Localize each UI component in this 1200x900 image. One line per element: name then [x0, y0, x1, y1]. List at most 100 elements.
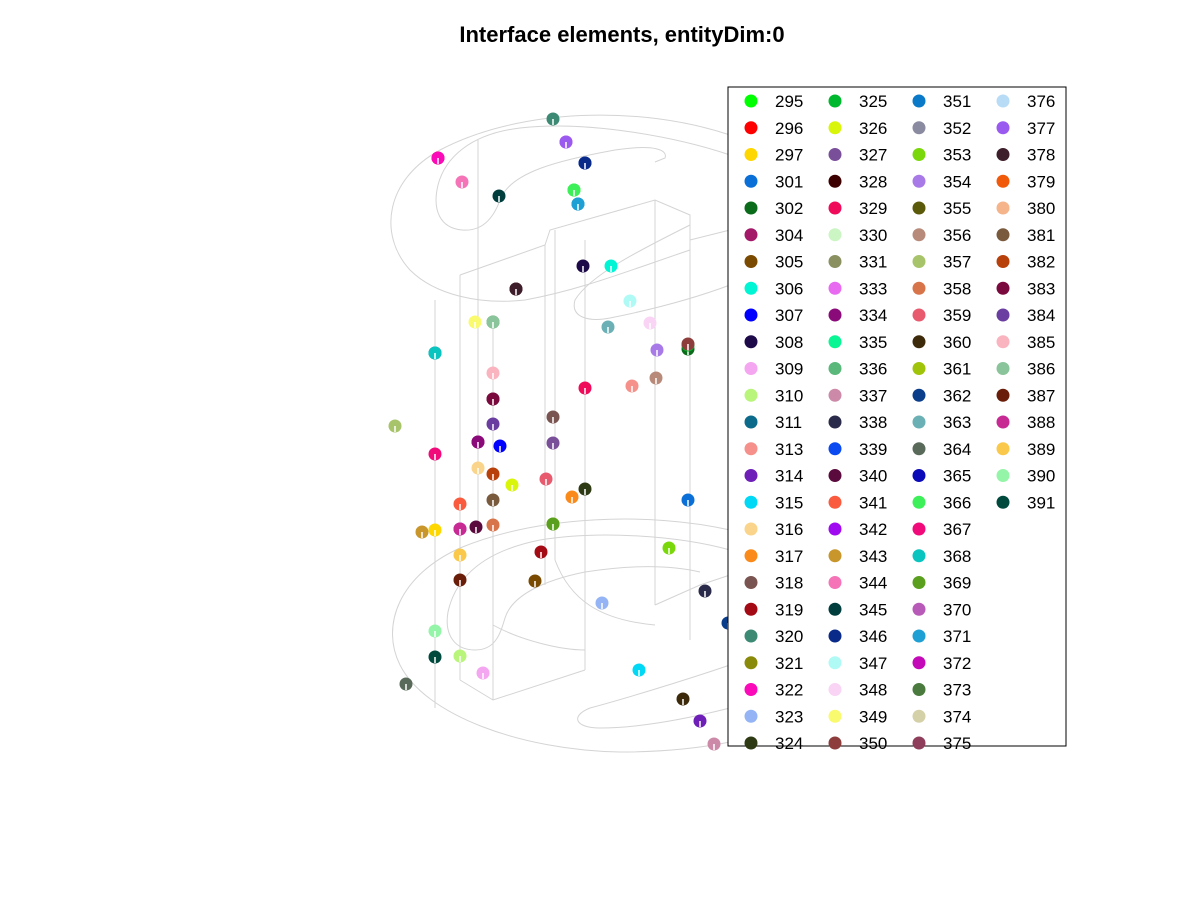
data-point — [428, 447, 442, 461]
data-point — [428, 523, 442, 537]
legend-label: 323 — [775, 707, 803, 726]
legend-label: 307 — [775, 306, 803, 325]
legend-entry: 385 — [996, 333, 1055, 352]
legend-label: 353 — [943, 146, 971, 165]
data-point — [476, 666, 490, 680]
legend-marker — [912, 736, 926, 750]
legend-label: 390 — [1027, 467, 1055, 486]
legend-entry: 375 — [912, 734, 971, 753]
legend-marker — [912, 629, 926, 643]
data-point — [415, 525, 429, 539]
legend-entry: 372 — [912, 654, 971, 673]
legend-entry: 390 — [996, 467, 1055, 486]
legend-label: 347 — [859, 654, 887, 673]
data-point — [595, 596, 609, 610]
legend-marker — [828, 228, 842, 242]
legend-label: 348 — [859, 681, 887, 700]
legend-entry: 329 — [828, 199, 887, 218]
data-point — [707, 737, 721, 751]
legend-marker — [996, 335, 1010, 349]
legend-marker — [912, 255, 926, 268]
legend-entry: 358 — [912, 279, 971, 298]
data-point — [565, 490, 579, 504]
legend-entry: 337 — [828, 386, 887, 405]
legend-entry: 364 — [912, 440, 971, 459]
legend-box — [727, 86, 1067, 747]
legend-label: 385 — [1027, 333, 1055, 352]
legend-marker — [912, 656, 926, 670]
legend-entry: 345 — [828, 600, 887, 619]
legend-marker — [912, 174, 926, 188]
data-point — [509, 282, 523, 296]
legend-marker — [912, 362, 926, 375]
legend-marker — [912, 602, 926, 616]
legend-entry: 347 — [828, 654, 887, 673]
legend-entry: 333 — [828, 279, 887, 298]
legend-entry: 331 — [828, 253, 887, 272]
data-point — [453, 497, 467, 511]
legend-marker — [912, 442, 926, 456]
legend-label: 359 — [943, 306, 971, 325]
legend-marker — [912, 388, 926, 402]
data-point — [528, 574, 542, 588]
legend-entry: 328 — [828, 172, 887, 191]
legend-label: 367 — [943, 520, 971, 539]
legend-marker — [996, 495, 1010, 509]
legend-marker — [744, 442, 758, 456]
legend-marker — [912, 495, 926, 509]
legend-marker — [912, 308, 926, 322]
legend-marker — [828, 549, 842, 563]
legend-label: 333 — [859, 279, 887, 298]
legend-entry: 356 — [912, 226, 971, 245]
legend-label: 386 — [1027, 360, 1055, 379]
legend-marker — [828, 335, 842, 349]
legend-entry: 381 — [996, 226, 1055, 245]
legend-entry: 353 — [912, 146, 971, 165]
legend-label: 383 — [1027, 279, 1055, 298]
legend-entry: 319 — [744, 600, 803, 619]
legend-entry: 388 — [996, 413, 1055, 432]
legend-label: 371 — [943, 627, 971, 646]
chart-title: Interface elements, entityDim:0 — [459, 22, 784, 47]
legend-marker — [912, 683, 926, 696]
legend-marker — [744, 255, 758, 268]
legend-entry: 316 — [744, 520, 803, 539]
legend-marker — [744, 94, 758, 108]
legend-marker — [744, 201, 758, 215]
data-point — [539, 472, 553, 486]
legend-marker — [744, 629, 758, 643]
legend-marker — [744, 388, 758, 402]
legend-label: 357 — [943, 253, 971, 272]
legend-entry: 343 — [828, 547, 887, 566]
legend-marker — [828, 362, 842, 375]
legend-entry: 360 — [912, 333, 971, 352]
legend-marker — [912, 228, 926, 242]
legend: 295 296 297 301 302 304 305 306 307 308 309 310 311 3… — [727, 86, 1067, 753]
legend-marker — [828, 602, 842, 616]
legend-label: 376 — [1027, 92, 1055, 111]
legend-marker — [828, 736, 842, 750]
legend-marker — [912, 522, 926, 536]
legend-label: 363 — [943, 413, 971, 432]
legend-label: 362 — [943, 386, 971, 405]
legend-marker — [996, 442, 1010, 456]
legend-entry: 376 — [996, 92, 1055, 111]
legend-marker — [828, 255, 842, 268]
legend-entry: 310 — [744, 386, 803, 405]
legend-entry: 320 — [744, 627, 803, 646]
legend-marker — [744, 495, 758, 509]
legend-entry: 330 — [828, 226, 887, 245]
legend-label: 327 — [859, 146, 887, 165]
legend-entry: 306 — [744, 279, 803, 298]
data-point — [604, 259, 618, 273]
data-point — [650, 343, 664, 357]
legend-entry: 302 — [744, 199, 803, 218]
data-point — [623, 294, 637, 308]
data-point — [455, 175, 469, 189]
mesh-wireframe — [390, 114, 731, 753]
data-point — [662, 541, 676, 555]
legend-label: 325 — [859, 92, 887, 111]
legend-marker — [744, 469, 758, 482]
legend-entry: 361 — [912, 360, 971, 379]
legend-label: 358 — [943, 279, 971, 298]
